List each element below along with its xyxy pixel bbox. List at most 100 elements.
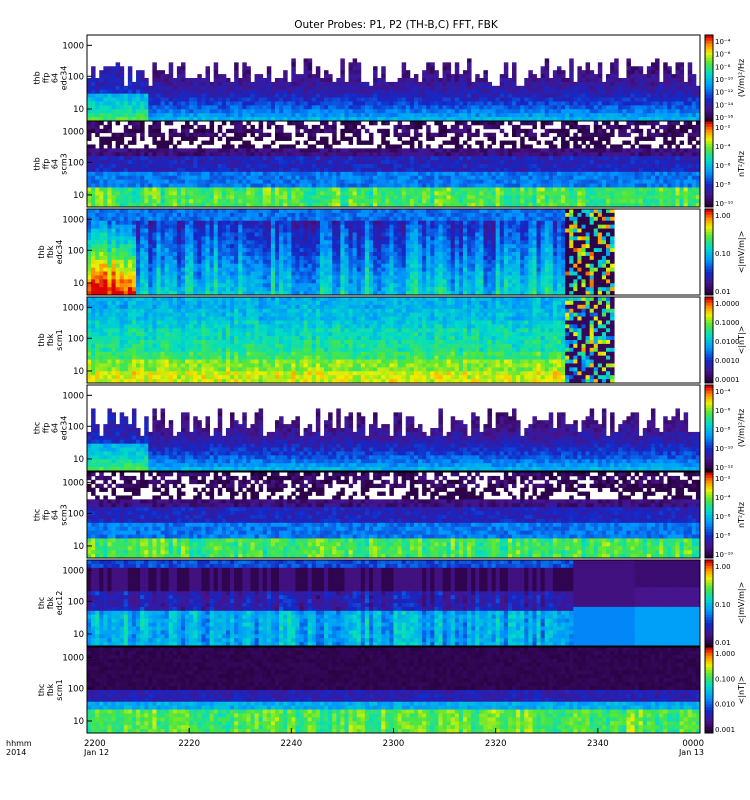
heatmap-cell (266, 93, 272, 98)
heatmap-cell (266, 66, 272, 71)
heatmap-cell (585, 191, 591, 196)
heatmap-cell (336, 81, 341, 87)
heatmap-cell (266, 171, 272, 177)
heatmap-cell (160, 183, 166, 188)
heatmap-cell (148, 97, 153, 102)
heatmap-cell (462, 167, 468, 173)
heatmap-cell (650, 81, 656, 87)
heatmap-cell (675, 89, 680, 95)
heatmap-cell (667, 121, 672, 126)
heatmap-cell (409, 81, 415, 87)
heatmap-cell (168, 199, 174, 204)
heatmap-cell (585, 203, 591, 208)
heatmap-cell (217, 199, 223, 204)
heatmap-cell (471, 191, 476, 196)
heatmap-cell (687, 152, 693, 157)
heatmap-cell (487, 109, 492, 114)
heatmap-cell (266, 89, 272, 95)
heatmap-cell (642, 109, 648, 114)
heatmap-cell (254, 203, 260, 208)
heatmap-cell (193, 175, 198, 181)
heatmap-cell (667, 132, 672, 138)
heatmap-cell (266, 81, 272, 87)
heatmap-cell (614, 85, 619, 91)
heatmap-cell (565, 183, 570, 188)
heatmap-cell (381, 152, 386, 157)
heatmap-cell (315, 152, 321, 157)
heatmap-cell (589, 93, 595, 98)
heatmap-cell (512, 85, 517, 91)
colorbar-tick-label: 10⁻⁴ (715, 38, 731, 46)
heatmap-cell (87, 267, 92, 272)
heatmap-cell (364, 164, 370, 169)
heatmap-cell (495, 199, 501, 204)
heatmap-cell (279, 85, 284, 91)
heatmap-cell (397, 101, 403, 106)
heatmap-cell (389, 195, 394, 200)
heatmap-cell (144, 148, 149, 153)
heatmap-cell (144, 152, 149, 157)
heatmap-cell (307, 97, 313, 102)
heatmap-cell (687, 117, 693, 122)
heatmap-cell (479, 164, 484, 169)
heatmap-cell (683, 160, 689, 165)
heatmap-cell (630, 78, 636, 83)
heatmap-cell (115, 183, 121, 188)
heatmap-cell (426, 160, 431, 165)
heatmap-cell (221, 78, 227, 83)
heatmap-cell (197, 148, 202, 153)
heatmap-cell (254, 74, 260, 79)
heatmap-cell (319, 93, 325, 98)
heatmap-cell (593, 105, 599, 110)
heatmap-cell (246, 128, 251, 134)
heatmap-cell (581, 171, 586, 177)
heatmap-cell (393, 183, 398, 188)
heatmap-cell (614, 191, 619, 196)
heatmap-cell (585, 144, 591, 149)
heatmap-cell (638, 187, 644, 192)
heatmap-cell (238, 124, 243, 130)
heatmap-cell (242, 109, 247, 114)
heatmap-cell (189, 81, 194, 87)
heatmap-cell (193, 89, 198, 95)
heatmap-cell (95, 232, 100, 237)
heatmap-cell (107, 101, 112, 106)
heatmap-cell (87, 212, 92, 218)
heatmap-cell (152, 93, 157, 98)
heatmap-cell (91, 81, 96, 87)
heatmap-cell (626, 191, 631, 196)
heatmap-cell (556, 74, 562, 79)
heatmap-cell (115, 144, 121, 149)
heatmap-cell (287, 167, 292, 173)
heatmap-cell (544, 109, 550, 114)
heatmap-cell (258, 89, 264, 95)
heatmap-cell (401, 148, 407, 153)
heatmap-cell (438, 167, 443, 173)
heatmap-cell (193, 117, 198, 122)
heatmap-cell (99, 199, 104, 204)
heatmap-cell (185, 160, 190, 165)
heatmap-cell (299, 121, 304, 126)
heatmap-cell (467, 136, 472, 141)
heatmap-cell (344, 175, 349, 181)
heatmap-cell (577, 105, 582, 110)
heatmap-cell (675, 70, 680, 75)
heatmap-cell (413, 171, 419, 177)
heatmap-cell (646, 187, 652, 192)
heatmap-cell (462, 121, 468, 126)
heatmap-cell (91, 70, 96, 75)
heatmap-cell (250, 148, 255, 153)
heatmap-cell (454, 175, 460, 181)
heatmap-cell (262, 191, 268, 196)
heatmap-cell (123, 105, 129, 110)
heatmap-cell (328, 183, 333, 188)
heatmap-cell (585, 70, 591, 75)
heatmap-cell (520, 136, 525, 141)
heatmap-cell (234, 164, 239, 169)
heatmap-cell (246, 167, 251, 173)
heatmap-cell (180, 113, 186, 118)
heatmap-cell (127, 78, 133, 83)
heatmap-cell (217, 203, 223, 208)
heatmap-cell (606, 195, 611, 200)
heatmap-cell (679, 195, 685, 200)
